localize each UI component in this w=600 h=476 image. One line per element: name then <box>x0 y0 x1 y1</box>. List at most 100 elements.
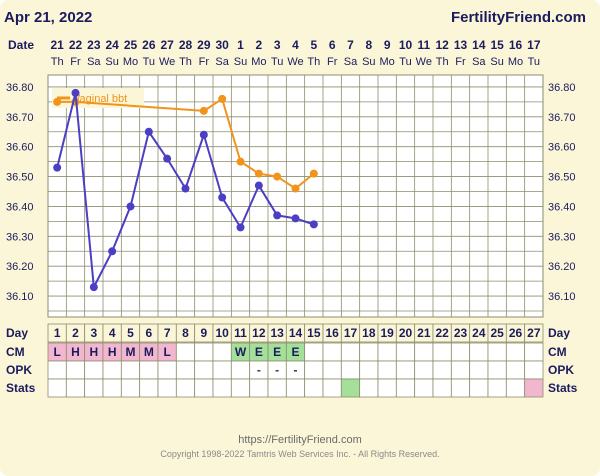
date-label: 9 <box>384 38 391 52</box>
weekday-label: Su <box>105 56 118 68</box>
data-point-main <box>181 184 190 193</box>
cm-cell <box>395 342 416 362</box>
cm-cell-value: E <box>291 345 299 359</box>
y-tick-label-left: 36.40 <box>6 201 34 213</box>
cm-cell <box>340 342 361 362</box>
weekday-label: Tu <box>399 56 411 68</box>
stats-cell <box>432 378 452 398</box>
day-cell-value: 23 <box>454 326 468 340</box>
day-cell-value: 7 <box>164 326 171 340</box>
date-label: 24 <box>105 38 119 52</box>
data-point-main <box>218 193 227 202</box>
stats-cell <box>322 378 342 398</box>
date-label: 15 <box>490 38 504 52</box>
date-label: 26 <box>142 38 156 52</box>
day-cell-value: 18 <box>362 326 376 340</box>
weekday-label: Fr <box>199 56 210 68</box>
stats-cell <box>267 378 287 398</box>
opk-cell <box>432 360 452 380</box>
data-point-vaginal <box>309 169 318 178</box>
day-cell-value: 26 <box>509 326 523 340</box>
day-cell-value: 3 <box>90 326 97 340</box>
brand-name[interactable]: FertilityFriend.com <box>451 9 586 26</box>
cm-cell-value: E <box>255 345 263 359</box>
chart-grid <box>48 75 543 317</box>
y-axis-left: 36.80 36.70 36.60 36.50 36.40 36.30 36.20 36.10 <box>6 82 34 303</box>
data-point-main <box>236 223 245 232</box>
weekday-label: Tu <box>528 56 540 68</box>
date-label: 22 <box>69 38 83 52</box>
cm-cell <box>322 342 342 362</box>
data-point-main <box>199 130 208 139</box>
cm-cell-value: L <box>163 345 170 359</box>
opk-cell <box>505 360 526 380</box>
cm-cell <box>304 342 324 362</box>
cm-row-label-right: CM <box>548 345 567 359</box>
footer-url[interactable]: https://FertilityFriend.com <box>238 434 361 446</box>
opk-cell <box>84 360 104 380</box>
y-tick-label-right: 36.30 <box>548 231 576 243</box>
date-label: 25 <box>124 38 138 52</box>
day-cell-value: 2 <box>72 326 79 340</box>
weekday-label: Sa <box>472 56 486 68</box>
y-tick-label-right: 36.20 <box>548 261 576 273</box>
opk-cell <box>304 360 324 380</box>
day-cell-value: 27 <box>527 326 541 340</box>
stats-cell <box>230 378 251 398</box>
opk-cell <box>469 360 489 380</box>
date-label: 1 <box>237 38 244 52</box>
opk-cell <box>524 360 544 380</box>
opk-row-label: OPK <box>6 363 32 377</box>
opk-cell <box>47 360 67 380</box>
cm-cell-value: W <box>235 345 247 359</box>
y-tick-label-right: 36.60 <box>548 142 576 154</box>
cm-cell <box>377 342 397 362</box>
day-cell-value: 10 <box>215 326 229 340</box>
date-label: 13 <box>454 38 468 52</box>
footer-copyright: Copyright 1998-2022 Tamtris Web Services… <box>160 449 439 459</box>
date-label: 4 <box>292 38 299 52</box>
date-label: 7 <box>347 38 354 52</box>
day-cell <box>524 323 544 343</box>
weekday-label: Sa <box>344 56 358 68</box>
day-row-label-right: Day <box>548 326 570 340</box>
day-cell-value: 6 <box>145 326 152 340</box>
day-cell-value: 12 <box>252 326 266 340</box>
opk-cell <box>102 360 122 380</box>
y-tick-label-left: 36.30 <box>6 231 34 243</box>
y-tick-label-left: 36.10 <box>6 291 34 303</box>
cm-cell-value: M <box>126 345 136 359</box>
stats-cell <box>487 378 507 398</box>
opk-cell <box>230 360 251 380</box>
data-point-vaginal <box>218 94 227 103</box>
opk-cell <box>414 360 434 380</box>
date-label: 14 <box>472 38 486 52</box>
y-tick-label-left: 36.50 <box>6 172 34 184</box>
weekday-label: Tu <box>143 56 155 68</box>
data-point-main <box>144 127 153 136</box>
cm-cell <box>450 342 471 362</box>
weekday-label: Th <box>51 56 64 68</box>
stats-cell <box>285 378 306 398</box>
y-tick-label-right: 36.70 <box>548 112 576 124</box>
data-point-main <box>53 163 62 172</box>
y-tick-label-left: 36.70 <box>6 112 34 124</box>
data-point-main <box>108 247 117 256</box>
y-axis-right: 36.80 36.70 36.60 36.50 36.40 36.30 36.20 36.10 <box>548 82 576 303</box>
weekday-label: Su <box>362 56 375 68</box>
data-point-vaginal <box>53 97 62 106</box>
day-cell-value: 20 <box>399 326 413 340</box>
date-label: 28 <box>179 38 193 52</box>
day-cell-value: 1 <box>54 326 61 340</box>
stats-cell <box>120 378 141 398</box>
weekday-label: Th <box>179 56 192 68</box>
opk-cell <box>377 360 397 380</box>
opk-cell <box>359 360 379 380</box>
day-row-label: Day <box>6 326 28 340</box>
date-label: 6 <box>329 38 336 52</box>
stats-cell <box>194 378 214 398</box>
day-cell-value: 25 <box>490 326 504 340</box>
data-point-vaginal <box>236 157 245 166</box>
day-cell-value: 5 <box>127 326 134 340</box>
